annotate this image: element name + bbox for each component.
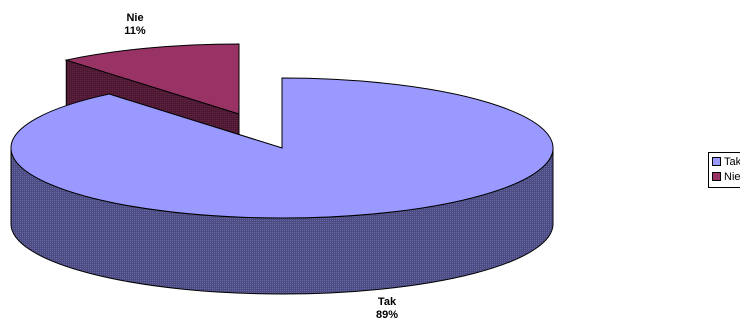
legend-item-nie: Nie — [709, 170, 740, 183]
legend-label-tak: Tak — [724, 155, 740, 168]
data-label-tak-name: Tak — [377, 296, 397, 308]
slice-nie-top — [64, 43, 240, 115]
legend-swatch-nie — [712, 172, 721, 181]
legend-item-tak: Tak — [709, 155, 740, 168]
data-label-nie-percent: 11% — [124, 25, 146, 37]
data-label-tak: Tak 89% — [362, 296, 412, 322]
legend: Tak Nie — [708, 152, 740, 188]
data-label-nie-name: Nie — [126, 12, 144, 24]
legend-label-nie: Nie — [724, 170, 740, 183]
legend-swatch-tak — [712, 157, 721, 166]
data-label-nie: Nie 11% — [110, 12, 160, 38]
slice-tak-top — [10, 77, 554, 219]
data-label-tak-percent: 89% — [375, 309, 399, 321]
